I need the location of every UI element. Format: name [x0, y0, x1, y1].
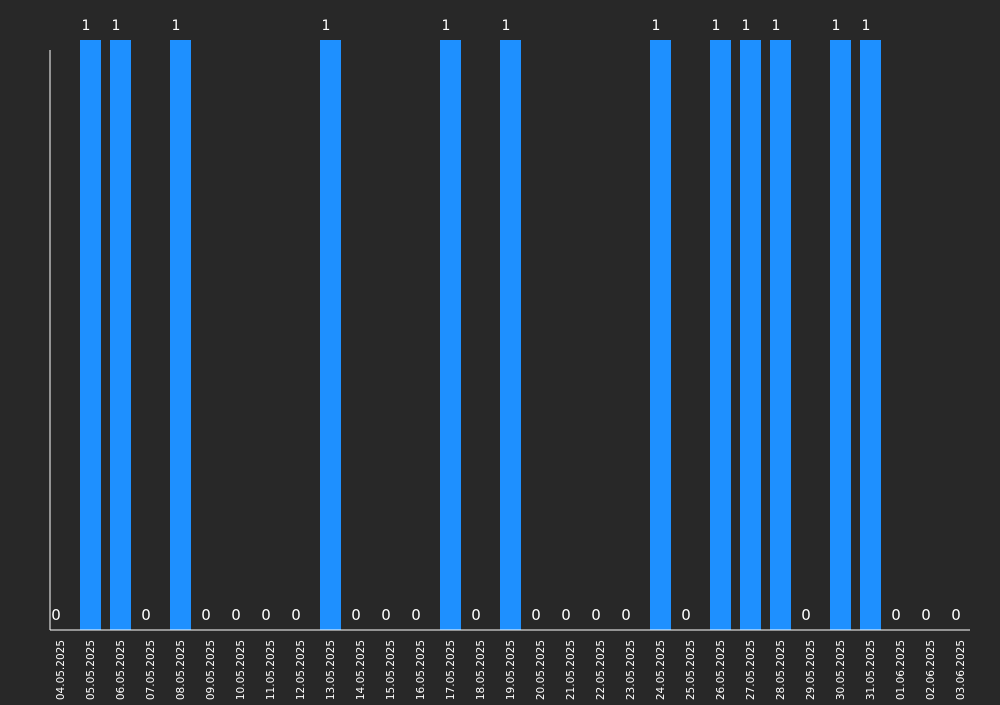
data-label: 1 [442, 18, 451, 34]
data-label: 1 [742, 18, 751, 34]
x-tick-label: 04.05.2025 [55, 640, 67, 700]
bar [830, 40, 851, 630]
data-label: 0 [201, 606, 211, 624]
data-label: 0 [141, 606, 151, 624]
data-label: 1 [862, 18, 871, 34]
x-tick-label: 18.05.2025 [475, 640, 487, 700]
data-label: 0 [51, 606, 61, 624]
data-label: 0 [621, 606, 631, 624]
data-label: 0 [591, 606, 601, 624]
x-tick-label: 28.05.2025 [775, 640, 787, 700]
x-tick-label: 24.05.2025 [655, 640, 667, 700]
x-tick-label: 23.05.2025 [625, 640, 637, 700]
x-tick-label: 07.05.2025 [145, 640, 157, 700]
data-label: 0 [471, 606, 481, 624]
x-tick-label: 02.06.2025 [925, 640, 937, 700]
x-tick-label: 30.05.2025 [835, 640, 847, 700]
data-label: 0 [561, 606, 571, 624]
x-tick-label: 31.05.2025 [865, 640, 877, 700]
data-label: 0 [531, 606, 541, 624]
data-label: 0 [801, 606, 811, 624]
bar [110, 40, 131, 630]
x-tick-label: 15.05.2025 [385, 640, 397, 700]
x-tick-label: 14.05.2025 [355, 640, 367, 700]
bar [320, 40, 341, 630]
bar [770, 40, 791, 630]
axes-group [49, 50, 970, 631]
data-label: 1 [82, 18, 91, 34]
x-tick-label: 17.05.2025 [445, 640, 457, 700]
data-label: 1 [832, 18, 841, 34]
x-tick-label: 20.05.2025 [535, 640, 547, 700]
data-label: 1 [652, 18, 661, 34]
x-tick-label: 10.05.2025 [235, 640, 247, 700]
data-label: 0 [351, 606, 361, 624]
bar [650, 40, 671, 630]
bar [710, 40, 731, 630]
data-label: 1 [172, 18, 181, 34]
data-label: 0 [681, 606, 691, 624]
bar [80, 40, 101, 630]
x-tick-label: 08.05.2025 [175, 640, 187, 700]
data-label: 0 [231, 606, 241, 624]
data-label: 1 [712, 18, 721, 34]
data-label: 1 [112, 18, 121, 34]
x-tick-label: 06.05.2025 [115, 640, 127, 700]
bar [860, 40, 881, 630]
x-tick-label: 03.06.2025 [955, 640, 967, 700]
x-tick-label: 25.05.2025 [685, 640, 697, 700]
x-tick-label: 27.05.2025 [745, 640, 757, 700]
bar [170, 40, 191, 630]
x-tick-label: 22.05.2025 [595, 640, 607, 700]
x-tick-label: 16.05.2025 [415, 640, 427, 700]
x-tick-label: 21.05.2025 [565, 640, 577, 700]
x-tick-label: 29.05.2025 [805, 640, 817, 700]
x-tick-label: 26.05.2025 [715, 640, 727, 700]
x-tick-label: 11.05.2025 [265, 640, 277, 700]
x-tick-labels-group: 04.05.2025 05.05.2025 06.05.2025 07.05.2025… [55, 640, 967, 700]
data-label: 1 [502, 18, 511, 34]
x-tick-label: 19.05.2025 [505, 640, 517, 700]
data-label: 1 [772, 18, 781, 34]
bar [440, 40, 461, 630]
data-label: 0 [951, 606, 961, 624]
data-label: 0 [891, 606, 901, 624]
x-tick-label: 09.05.2025 [205, 640, 217, 700]
x-tick-label: 05.05.2025 [85, 640, 97, 700]
x-tick-label: 13.05.2025 [325, 640, 337, 700]
data-label: 0 [261, 606, 271, 624]
bar [740, 40, 761, 630]
data-label: 0 [291, 606, 301, 624]
bar [500, 40, 521, 630]
data-label: 0 [381, 606, 391, 624]
data-label: 1 [322, 18, 331, 34]
value-labels-group: 0 1 1 0 1 0 0 0 0 1 0 0 0 1 0 1 0 0 0 0 1 0 1 1 1 0 1 1 0 0 0 [51, 18, 961, 624]
x-tick-label: 01.06.2025 [895, 640, 907, 700]
data-label: 0 [411, 606, 421, 624]
data-label: 0 [921, 606, 931, 624]
bars-group [80, 40, 881, 630]
x-tick-label: 12.05.2025 [295, 640, 307, 700]
